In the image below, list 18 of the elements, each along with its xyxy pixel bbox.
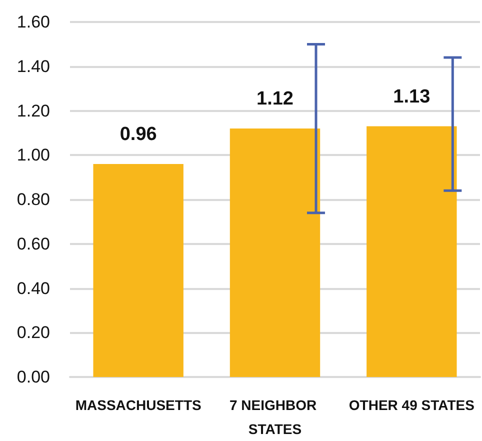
y-tick-label: 1.00: [16, 146, 50, 165]
bar: [366, 126, 457, 377]
x-tick-label: MASSACHUSETTS: [75, 397, 202, 413]
x-tick-label: 7 NEIGHBOR STATES: [229, 397, 321, 437]
data-label: 1.13: [393, 86, 430, 108]
y-tick-label: 1.60: [16, 12, 50, 32]
y-tick-label: 0.80: [16, 190, 50, 209]
y-tick-label: 0.40: [16, 278, 50, 298]
y-tick-label: 1.40: [16, 56, 50, 76]
y-tick-label: 0.20: [16, 323, 50, 342]
data-label: 1.12: [256, 88, 294, 110]
y-tick-label: 0.00: [16, 368, 50, 386]
bar: [93, 164, 184, 377]
y-tick-label: 1.20: [16, 101, 50, 120]
x-tick-label: OTHER 49 STATES: [348, 397, 474, 413]
data-label: 0.96: [120, 124, 157, 145]
bar: [230, 128, 320, 377]
y-tick-label: 0.60: [16, 234, 50, 254]
